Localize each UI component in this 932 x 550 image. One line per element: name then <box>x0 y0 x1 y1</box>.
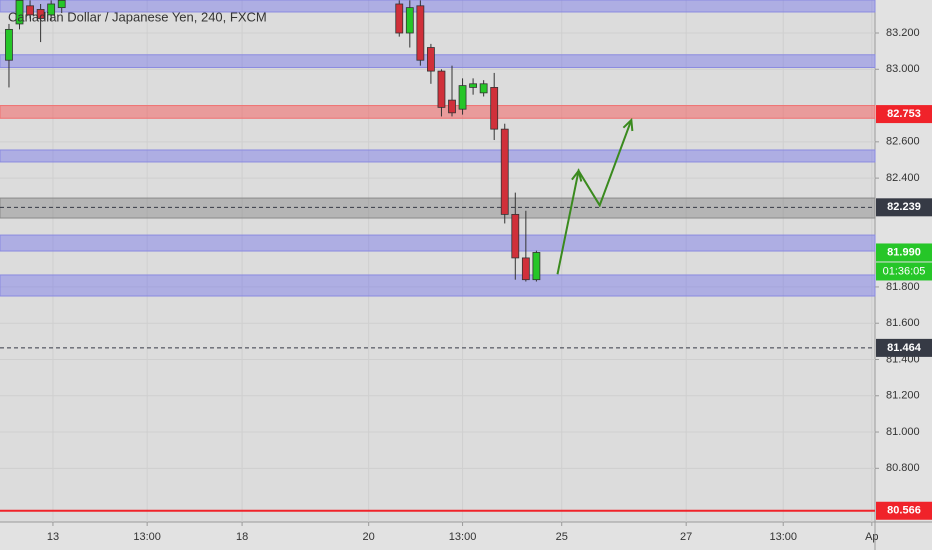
candle-body <box>15 0 24 25</box>
projection-path <box>556 119 633 275</box>
x-tick-label: Ap <box>865 531 878 543</box>
price-label-box <box>876 501 932 520</box>
candle-body <box>511 213 520 259</box>
candle-body <box>532 252 541 281</box>
candle-body <box>458 85 467 110</box>
candle-body <box>469 83 478 88</box>
x-tick-label: 25 <box>556 531 568 543</box>
x-tick-label: 13:00 <box>769 531 797 543</box>
candle-body <box>405 7 414 34</box>
y-tick-label: 80.800 <box>886 462 920 474</box>
y-tick-label: 81.000 <box>886 426 920 438</box>
candle-body <box>5 28 13 61</box>
price-label: 82.239 <box>887 201 921 213</box>
x-tick-label: 20 <box>363 531 375 543</box>
price-label: 80.566 <box>887 505 921 517</box>
zone <box>0 274 876 297</box>
candle-body <box>437 70 446 108</box>
candle-body <box>47 3 56 16</box>
candle-body <box>395 3 404 34</box>
projection <box>556 117 634 275</box>
zone <box>0 234 876 252</box>
candle-body <box>500 128 509 215</box>
price-label: 81.990 <box>887 246 921 258</box>
zone <box>0 197 876 219</box>
x-tick-label: 13 <box>47 531 59 543</box>
price-label: 82.753 <box>887 108 921 120</box>
candle-body <box>57 0 66 9</box>
candle-body <box>490 87 499 130</box>
price-label-box <box>876 243 932 262</box>
chart-title: Canadian Dollar / Japanese Yen, 240, FXC… <box>8 9 267 24</box>
y-tick-label: 82.600 <box>886 136 920 148</box>
y-tick-label: 83.200 <box>886 27 920 39</box>
y-tick-label: 81.200 <box>886 390 920 402</box>
zone <box>0 54 876 68</box>
y-tick-label: 81.600 <box>886 317 920 329</box>
grid <box>0 0 875 522</box>
axes: 83.200 83.000 82.600 82.400 81.800 81.600 81.4… <box>47 27 932 543</box>
price-label-box <box>876 338 932 357</box>
candle-body <box>26 5 34 16</box>
countdown: 01:36:05 <box>883 265 926 277</box>
zone <box>0 0 876 13</box>
price-label: 81.464 <box>887 342 922 354</box>
x-tick-label: 13:00 <box>133 531 161 543</box>
candle-body <box>416 5 425 61</box>
levels <box>0 206 875 512</box>
y-tick-label: 81.800 <box>886 281 920 293</box>
y-tick-label: 83.000 <box>886 63 920 75</box>
candle-body <box>427 47 435 72</box>
zones <box>0 0 876 297</box>
price-label-box <box>876 105 932 124</box>
x-tick-label: 13:00 <box>449 531 477 543</box>
candle-body <box>36 9 45 19</box>
candle-body <box>448 99 456 114</box>
candle-body <box>479 83 488 94</box>
time-axis-area <box>0 522 932 550</box>
countdown-box <box>876 262 932 281</box>
y-tick-label: 82.400 <box>886 172 920 184</box>
arrow-head <box>571 168 583 182</box>
arrow-head <box>622 117 634 132</box>
zone <box>0 105 876 119</box>
x-tick-label: 27 <box>680 531 692 543</box>
candle-body <box>521 257 530 281</box>
candles <box>5 0 541 282</box>
x-tick-label: 18 <box>236 531 248 543</box>
zone <box>0 149 876 163</box>
price-label-box <box>876 198 932 217</box>
